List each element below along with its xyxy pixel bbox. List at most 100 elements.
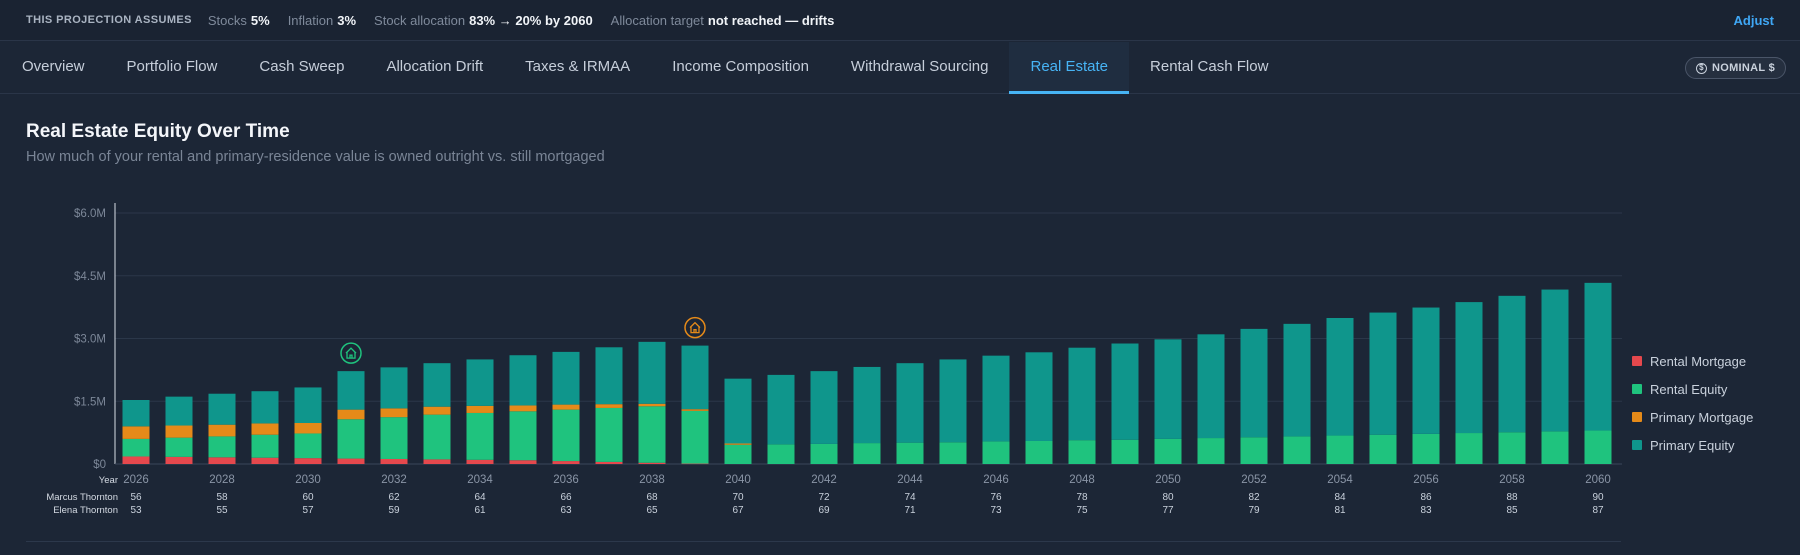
dollar-circle-icon: $ <box>1695 62 1707 74</box>
x-tick-label: 2058 <box>1499 474 1525 486</box>
bar-rental-mortgage <box>208 457 236 464</box>
bar-primary-mortgage <box>165 425 193 438</box>
bar-rental-equity <box>939 442 967 464</box>
age-value: 61 <box>474 505 486 516</box>
age-value: 55 <box>216 505 228 516</box>
bar-rental-equity <box>294 433 322 459</box>
nominal-toggle-button[interactable]: $ NOMINAL $ <box>1684 57 1786 79</box>
legend-swatch-primary-equity <box>1632 440 1642 450</box>
bar-rental-equity <box>1197 438 1225 464</box>
bar-rental-equity <box>853 443 881 464</box>
tab-real-estate[interactable]: Real Estate <box>1009 42 1130 94</box>
house-icon[interactable] <box>684 316 706 339</box>
tab-cash-sweep[interactable]: Cash Sweep <box>259 58 345 75</box>
tab-income-composition[interactable]: Income Composition <box>672 58 809 75</box>
assumption-stock-allocation: Stock allocation 83% → 20% by 2060 <box>374 12 593 28</box>
bar-primary-equity <box>1541 289 1569 432</box>
bar-rental-equity <box>380 417 408 459</box>
bar-rental-mortgage <box>466 459 494 464</box>
bar-primary-equity <box>1154 339 1182 439</box>
x-tick-label: 2056 <box>1413 474 1439 486</box>
bar-rental-equity <box>1412 433 1440 464</box>
bar-rental-equity <box>1283 436 1311 464</box>
bar-primary-mortgage <box>638 403 666 407</box>
bar-rental-mortgage <box>251 457 279 464</box>
age-value: 56 <box>130 492 142 503</box>
legend-swatch-rental-mortgage <box>1632 356 1642 366</box>
legend-label-rental-mortgage: Rental Mortgage <box>1650 354 1746 369</box>
bar-primary-equity <box>939 359 967 443</box>
bar-primary-equity <box>638 341 666 404</box>
y-tick-label: $0 <box>93 459 106 471</box>
bar-rental-equity <box>122 438 150 457</box>
legend-swatch-primary-mortgage <box>1632 412 1642 422</box>
x-tick-label: 2054 <box>1327 474 1353 486</box>
bar-rental-equity <box>1068 440 1096 464</box>
legend-swatch-rental-equity <box>1632 384 1642 394</box>
chart-subtitle: How much of your rental and primary-resi… <box>26 149 605 165</box>
age-value: 85 <box>1506 505 1518 516</box>
bar-primary-equity <box>380 367 408 409</box>
tab-allocation-drift[interactable]: Allocation Drift <box>386 58 484 75</box>
bar-rental-equity <box>1111 439 1139 464</box>
bar-rental-equity <box>1498 432 1526 464</box>
bar-primary-equity <box>1111 343 1139 440</box>
x-tick-label: 2032 <box>381 474 407 486</box>
age-value: 72 <box>818 492 830 503</box>
age-value: 77 <box>1162 505 1174 516</box>
bar-rental-mortgage <box>423 459 451 464</box>
adjust-link[interactable]: Adjust <box>1733 12 1774 28</box>
bar-rental-equity <box>1541 431 1569 464</box>
age-row-label: Marcus Thornton <box>46 492 118 503</box>
tab-overview[interactable]: Overview <box>22 58 85 75</box>
legend-label-primary-mortgage: Primary Mortgage <box>1650 410 1753 425</box>
x-tick-label: 2044 <box>897 474 923 486</box>
house-icon[interactable] <box>340 342 362 364</box>
age-value: 65 <box>646 505 658 516</box>
bar-primary-equity <box>1455 302 1483 434</box>
bar-rental-equity <box>1240 437 1268 464</box>
real-estate-equity-chart: $0 $1.5M $3.0M $4.5M $6.0M 2026 56 53 2028 58 55 20… <box>46 203 1753 516</box>
bar-primary-equity <box>423 363 451 407</box>
bar-rental-mortgage <box>337 458 365 464</box>
x-tick-label: 2040 <box>725 474 751 486</box>
x-tick-label: 2030 <box>295 474 321 486</box>
bar-primary-equity <box>1197 334 1225 439</box>
bar-rental-equity <box>423 414 451 460</box>
assumption-stocks: Stocks 5% <box>207 12 270 28</box>
bar-rental-mortgage <box>122 456 150 464</box>
bar-rental-mortgage <box>165 456 193 464</box>
tab-bar: Overview Portfolio Flow Cash Sweep Alloc… <box>0 42 1800 94</box>
bar-primary-mortgage <box>466 405 494 413</box>
bar-primary-equity <box>122 399 150 427</box>
age-value: 59 <box>388 505 400 516</box>
bar-primary-equity <box>251 391 279 424</box>
tab-withdrawal-sourcing[interactable]: Withdrawal Sourcing <box>850 58 989 75</box>
bar-rental-equity <box>681 410 709 464</box>
y-tick-label: $6.0M <box>74 208 106 220</box>
bar-rental-equity <box>896 442 924 464</box>
tab-rental-cash-flow[interactable]: Rental Cash Flow <box>1150 58 1269 75</box>
tab-taxes-irmaa[interactable]: Taxes & IRMAA <box>525 58 631 75</box>
bar-primary-equity <box>896 363 924 443</box>
age-value: 86 <box>1420 492 1432 503</box>
bar-primary-equity <box>982 355 1010 442</box>
age-value: 80 <box>1162 492 1174 503</box>
bar-rental-equity <box>1326 435 1354 464</box>
age-value: 63 <box>560 505 572 516</box>
legend-label-primary-equity: Primary Equity <box>1650 438 1735 453</box>
bar-rental-equity <box>337 419 365 459</box>
x-tick-label: 2038 <box>639 474 665 486</box>
x-tick-label: 2042 <box>811 474 837 486</box>
bar-primary-equity <box>724 378 752 444</box>
x-tick-label: 2046 <box>983 474 1009 486</box>
bar-primary-mortgage <box>724 443 752 445</box>
bar-primary-equity <box>853 366 881 444</box>
age-value: 53 <box>130 505 142 516</box>
x-tick-label: 2060 <box>1585 474 1611 486</box>
y-tick-label: $1.5M <box>74 396 106 408</box>
tab-portfolio-flow[interactable]: Portfolio Flow <box>126 58 218 75</box>
age-value: 73 <box>990 505 1002 516</box>
age-value: 60 <box>302 492 314 503</box>
bar-primary-equity <box>466 359 494 406</box>
